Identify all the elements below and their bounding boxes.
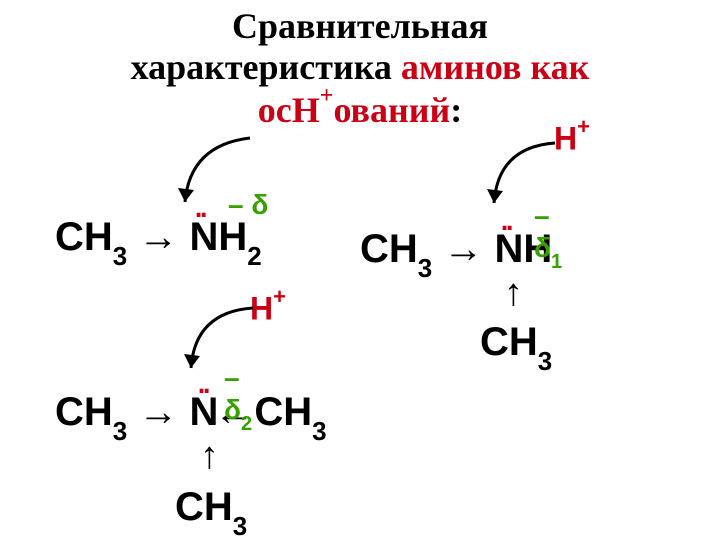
mol2b-ch3: СН — [480, 320, 538, 364]
title-line2-red: аминов как — [401, 47, 590, 87]
molecule-2: СН3 → NН — [360, 227, 552, 278]
mol3c-ch3-sub: 3 — [233, 511, 247, 541]
mol3-ch3b-sub: 3 — [312, 416, 326, 446]
up-arrow-3: ↑ — [200, 435, 219, 478]
mol3-ch3a-sub: 3 — [113, 416, 127, 446]
mol2-ch3: СН — [360, 227, 418, 271]
molecule-1: СН3 → NH2 — [55, 215, 262, 266]
lonepair-1: .. — [193, 182, 203, 227]
molecule-3: СН3 → N←СН3 — [55, 390, 331, 441]
title-line1: Сравнительная — [232, 6, 488, 46]
title-line3-hplus: H — [292, 90, 320, 130]
lonepair-3: .. — [196, 358, 206, 403]
delta2-letter: δ — [534, 232, 551, 263]
lonepair-2: .. — [499, 195, 509, 240]
delta3-letter: δ — [224, 394, 241, 425]
mol3-ch3a: СН — [55, 390, 113, 434]
up-arrow-2: ↑ — [504, 272, 523, 315]
delta-1: – δ — [228, 189, 268, 221]
mol3-arrow1: → — [127, 390, 189, 434]
title-block: Сравнительная характеристика аминов как … — [0, 0, 720, 131]
delta2-sign: – — [534, 200, 550, 231]
mol3c-ch3: СН — [175, 485, 233, 529]
molecule-2-ch3b: СН3 — [480, 320, 552, 371]
mol2b-ch3-sub: 3 — [538, 346, 552, 376]
mol1-nh-sub: 2 — [247, 241, 261, 271]
delta3-sign: – — [224, 362, 240, 393]
delta2-sub: 1 — [551, 251, 562, 273]
delta-2: – δ1 — [534, 200, 562, 270]
mol1-ch3: СН — [55, 215, 113, 259]
title-line2-black: характеристика — [131, 47, 401, 87]
delta1-letter: δ — [244, 189, 269, 220]
mol2-ch3-sub: 3 — [418, 253, 432, 283]
delta1-sign: – — [228, 189, 244, 220]
molecule-3-ch3c: СН3 — [175, 485, 247, 536]
mol2-arrow: → — [432, 227, 494, 271]
delta-3: – δ2 — [224, 362, 252, 432]
title-line3-colon: : — [450, 90, 462, 130]
mol1-arrow: → — [127, 215, 189, 259]
mol1-ch3-sub: 3 — [113, 241, 127, 271]
title-line3-red-b: ований — [333, 90, 450, 130]
title-line3-hplus-sup: + — [320, 83, 334, 109]
title-line3-red-a: ос — [258, 90, 292, 130]
delta3-sub: 2 — [241, 413, 252, 435]
mol3-ch3b: СН — [254, 390, 312, 434]
